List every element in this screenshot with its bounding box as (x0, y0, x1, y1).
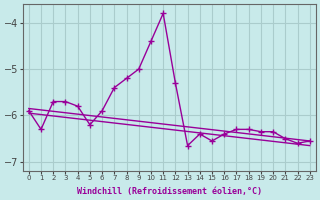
X-axis label: Windchill (Refroidissement éolien,°C): Windchill (Refroidissement éolien,°C) (77, 187, 262, 196)
